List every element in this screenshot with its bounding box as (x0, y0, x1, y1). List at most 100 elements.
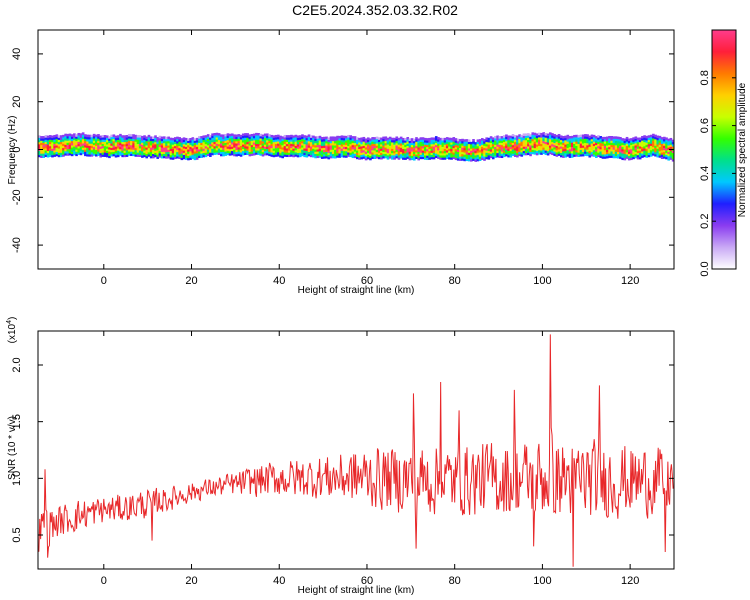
heatmap-cell (551, 139, 554, 143)
heatmap-cell (395, 142, 399, 146)
heatmap-cell (362, 145, 366, 149)
heatmap-cell (404, 148, 407, 152)
heatmap-cell (51, 139, 54, 143)
heatmap-cell (257, 141, 260, 145)
heatmap-cell (312, 146, 315, 149)
heatmap-cell (546, 148, 550, 152)
heatmap-cell (101, 145, 105, 149)
heatmap-cell (316, 153, 320, 156)
heatmap-cell (564, 137, 567, 141)
heatmap-cell (395, 155, 399, 159)
heatmap-cell (143, 135, 146, 138)
heatmap-cell (459, 158, 462, 161)
heatmap-cell (298, 141, 302, 145)
heatmap-cell (349, 139, 353, 143)
heatmap-cell (211, 137, 214, 141)
heatmap-cell (40, 155, 43, 158)
heatmap-cell (426, 153, 429, 156)
heatmap-cell (522, 148, 526, 152)
heatmap-cell (632, 145, 635, 149)
snr-ytick-label: 1.0 (11, 471, 23, 486)
heatmap-cell (489, 136, 493, 139)
heatmap-cell (636, 137, 640, 141)
heatmap-cell (77, 145, 81, 149)
heatmap-cell (559, 135, 563, 138)
heatmap-cell (294, 149, 298, 153)
heatmap-cell (485, 156, 488, 160)
heatmap-cell (603, 147, 607, 151)
heatmap-cell (516, 137, 519, 141)
heatmap-cell (176, 145, 179, 148)
heatmap-cell (193, 151, 197, 154)
heatmap-cell (437, 143, 440, 147)
heatmap-cell (522, 144, 526, 147)
heatmap-cell (535, 152, 539, 156)
heatmap-cell (88, 147, 92, 151)
heatmap-cell (669, 157, 673, 160)
heatmap-cell (434, 144, 438, 148)
heatmap-cell (621, 144, 624, 148)
heatmap-xtick-label: 80 (449, 275, 461, 287)
heatmap-cell (625, 151, 629, 155)
heatmap-cell (237, 142, 241, 146)
heatmap-cell (53, 134, 56, 138)
heatmap-cell (557, 142, 561, 146)
colorbar-tick-label: 0.4 (699, 166, 711, 181)
heatmap-cell (658, 144, 662, 147)
heatmap-cell (235, 138, 238, 142)
heatmap-cell (189, 153, 192, 156)
heatmap-cell (77, 141, 81, 145)
heatmap-cell (338, 150, 342, 154)
heatmap-cell (546, 142, 550, 145)
heatmap-cell (500, 140, 504, 143)
heatmap-cell (586, 142, 589, 146)
heatmap-cell (307, 145, 311, 148)
snr-y-multiplier: (x104) (6, 317, 18, 344)
heatmap-cell (489, 151, 493, 154)
heatmap-cell (654, 143, 657, 146)
heatmap-cell (542, 147, 545, 150)
heatmap-cell (415, 143, 418, 147)
heatmap-cell (59, 145, 63, 149)
heatmap-cell (215, 147, 219, 151)
heatmap-cell (485, 154, 488, 158)
heatmap-cell (154, 152, 157, 156)
heatmap-cell (55, 136, 59, 140)
heatmap-cell (625, 149, 629, 153)
heatmap-cell (66, 133, 70, 137)
heatmap-cell (244, 152, 247, 155)
heatmap-cell (244, 143, 247, 147)
heatmap-cell (527, 141, 530, 145)
heatmap-cell (467, 154, 471, 158)
heatmap-cell (323, 151, 326, 155)
heatmap-cell (338, 144, 342, 148)
heatmap-cell (307, 138, 311, 142)
heatmap-cell (156, 147, 160, 151)
heatmap-cell (470, 154, 473, 158)
heatmap-cell (59, 152, 63, 155)
heatmap-cell (127, 146, 131, 150)
heatmap-cell (182, 156, 186, 160)
heatmap-cell (288, 141, 291, 145)
heatmap-cell (250, 138, 254, 141)
heatmap-cell (228, 135, 232, 139)
heatmap-cell (138, 152, 142, 155)
heatmap-cell (542, 136, 545, 140)
heatmap-cell (474, 150, 478, 154)
heatmap-cell (228, 144, 232, 148)
heatmap-cell (68, 146, 72, 149)
heatmap-cell (652, 144, 655, 148)
heatmap-cell (230, 144, 234, 147)
heatmap-cell (136, 141, 140, 145)
heatmap-cell (171, 157, 175, 160)
heatmap-cell (305, 152, 309, 156)
heatmap-cell (114, 152, 118, 156)
heatmap-cell (454, 148, 458, 152)
heatmap-cell (452, 152, 456, 155)
heatmap-cell (79, 137, 83, 141)
heatmap-cell (323, 153, 326, 157)
heatmap-cell (599, 136, 603, 139)
heatmap-cell (658, 155, 662, 158)
heatmap-cell (579, 151, 583, 155)
heatmap-cell (351, 153, 355, 156)
